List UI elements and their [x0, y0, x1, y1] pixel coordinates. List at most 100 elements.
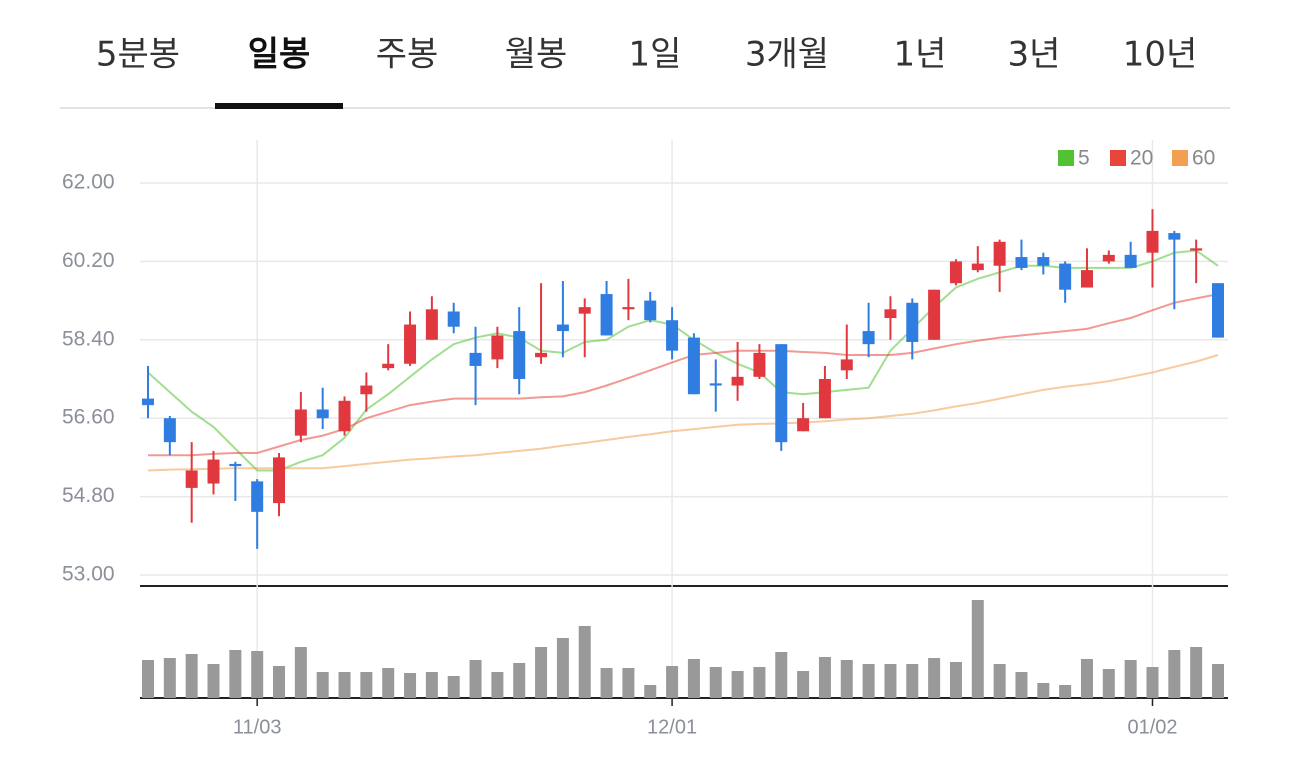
volume-bar — [229, 650, 242, 698]
legend-label: 20 — [1130, 147, 1153, 170]
candle-body — [229, 463, 242, 467]
volume-bar — [1124, 660, 1137, 698]
volume-bar — [666, 666, 679, 698]
tab[interactable]: 1일 — [629, 35, 682, 75]
candle-body — [1146, 230, 1159, 253]
candle-body — [273, 457, 286, 504]
volume-bar — [600, 668, 613, 698]
tab[interactable]: 3년 — [1008, 35, 1061, 75]
volume-bar — [578, 626, 591, 698]
candle-body — [818, 379, 831, 419]
legend-swatch — [1172, 150, 1188, 166]
volume-bar — [163, 658, 176, 698]
volume-bar — [491, 672, 504, 698]
volume-bar — [797, 671, 810, 698]
candle-body — [185, 470, 198, 488]
candle-body — [491, 335, 504, 360]
volume-bar — [840, 660, 853, 698]
volume-bar — [993, 664, 1006, 698]
candle-body — [535, 352, 548, 358]
volume-bar — [207, 664, 220, 698]
y-tick-label: 58.40 — [62, 327, 115, 350]
candle-body — [906, 302, 919, 342]
volume-bar — [251, 651, 264, 698]
candle-body — [1080, 270, 1093, 288]
candle-body — [1015, 257, 1028, 268]
candle-body — [1190, 248, 1203, 251]
volume-bar — [622, 668, 635, 698]
volume-bar — [1146, 667, 1159, 698]
legend-label: 5 — [1078, 147, 1090, 170]
candle-body — [971, 263, 984, 271]
volume-bar — [1102, 669, 1115, 698]
volume-bar — [425, 672, 438, 698]
candle-body — [251, 481, 264, 512]
volume-bar — [535, 647, 548, 698]
tab[interactable]: 3개월 — [745, 35, 829, 75]
tab[interactable]: 월봉 — [505, 35, 568, 75]
volume-bar — [1037, 683, 1050, 698]
volume-bar — [1080, 659, 1093, 698]
candle-body — [600, 294, 613, 336]
volume-bar — [775, 652, 788, 698]
candle-body — [1102, 254, 1115, 262]
volume-bar — [338, 672, 351, 698]
x-tick-label: 01/02 — [1127, 716, 1177, 738]
candle-body — [666, 320, 679, 351]
tab[interactable]: 1년 — [894, 35, 947, 75]
volume-bar — [1212, 664, 1224, 698]
candle-body — [840, 359, 853, 371]
volume-bar — [906, 664, 919, 698]
volume-bar — [447, 676, 460, 698]
volume-bar — [273, 666, 286, 698]
candle-body — [797, 418, 810, 432]
candle-body — [993, 241, 1006, 266]
candle-body — [556, 324, 569, 332]
y-tick-label: 56.60 — [62, 406, 115, 429]
volume-bar — [1168, 650, 1181, 698]
candle-body — [709, 383, 722, 386]
candle-body — [207, 459, 220, 484]
candle-body — [404, 324, 417, 364]
candle-body — [644, 300, 657, 321]
candle-body — [731, 376, 744, 386]
tab[interactable]: 10년 — [1123, 35, 1198, 75]
volume-bar — [731, 671, 744, 698]
volume-bar — [753, 667, 766, 698]
moving-average-line — [147, 354, 1219, 472]
candle-body — [1059, 263, 1072, 290]
volume-bar — [1015, 672, 1028, 698]
candle-body — [687, 337, 700, 395]
volume-bar — [1190, 647, 1203, 698]
tab[interactable]: 주봉 — [376, 35, 439, 75]
volume-bar — [513, 663, 526, 698]
candle-body — [360, 385, 373, 395]
candle-body — [949, 261, 962, 284]
candle-body — [338, 400, 351, 432]
candle-body — [1037, 257, 1050, 266]
active-tab-underline — [215, 103, 343, 109]
y-tick-label: 62.00 — [62, 171, 115, 194]
legend-label: 60 — [1192, 147, 1215, 170]
volume-bar — [185, 654, 198, 698]
volume-bar — [818, 657, 831, 698]
tab[interactable]: 일봉 — [248, 35, 311, 75]
y-tick-label: 54.80 — [62, 484, 115, 507]
volume-bar — [142, 660, 154, 698]
volume-bar — [884, 664, 897, 698]
candle-body — [1168, 233, 1181, 240]
y-tick-label: 60.20 — [62, 249, 115, 272]
candle-body — [142, 398, 154, 406]
candle-body — [862, 331, 875, 345]
volume-bar — [382, 668, 395, 698]
volume-bar — [949, 662, 962, 698]
volume-bar — [928, 658, 941, 698]
candle-body — [163, 418, 176, 443]
candle-body — [425, 309, 438, 340]
tab[interactable]: 5분봉 — [96, 35, 180, 75]
legend-swatch — [1058, 150, 1074, 166]
candle-body — [753, 352, 766, 377]
volume-bar — [404, 673, 417, 698]
volume-bar — [644, 685, 657, 698]
